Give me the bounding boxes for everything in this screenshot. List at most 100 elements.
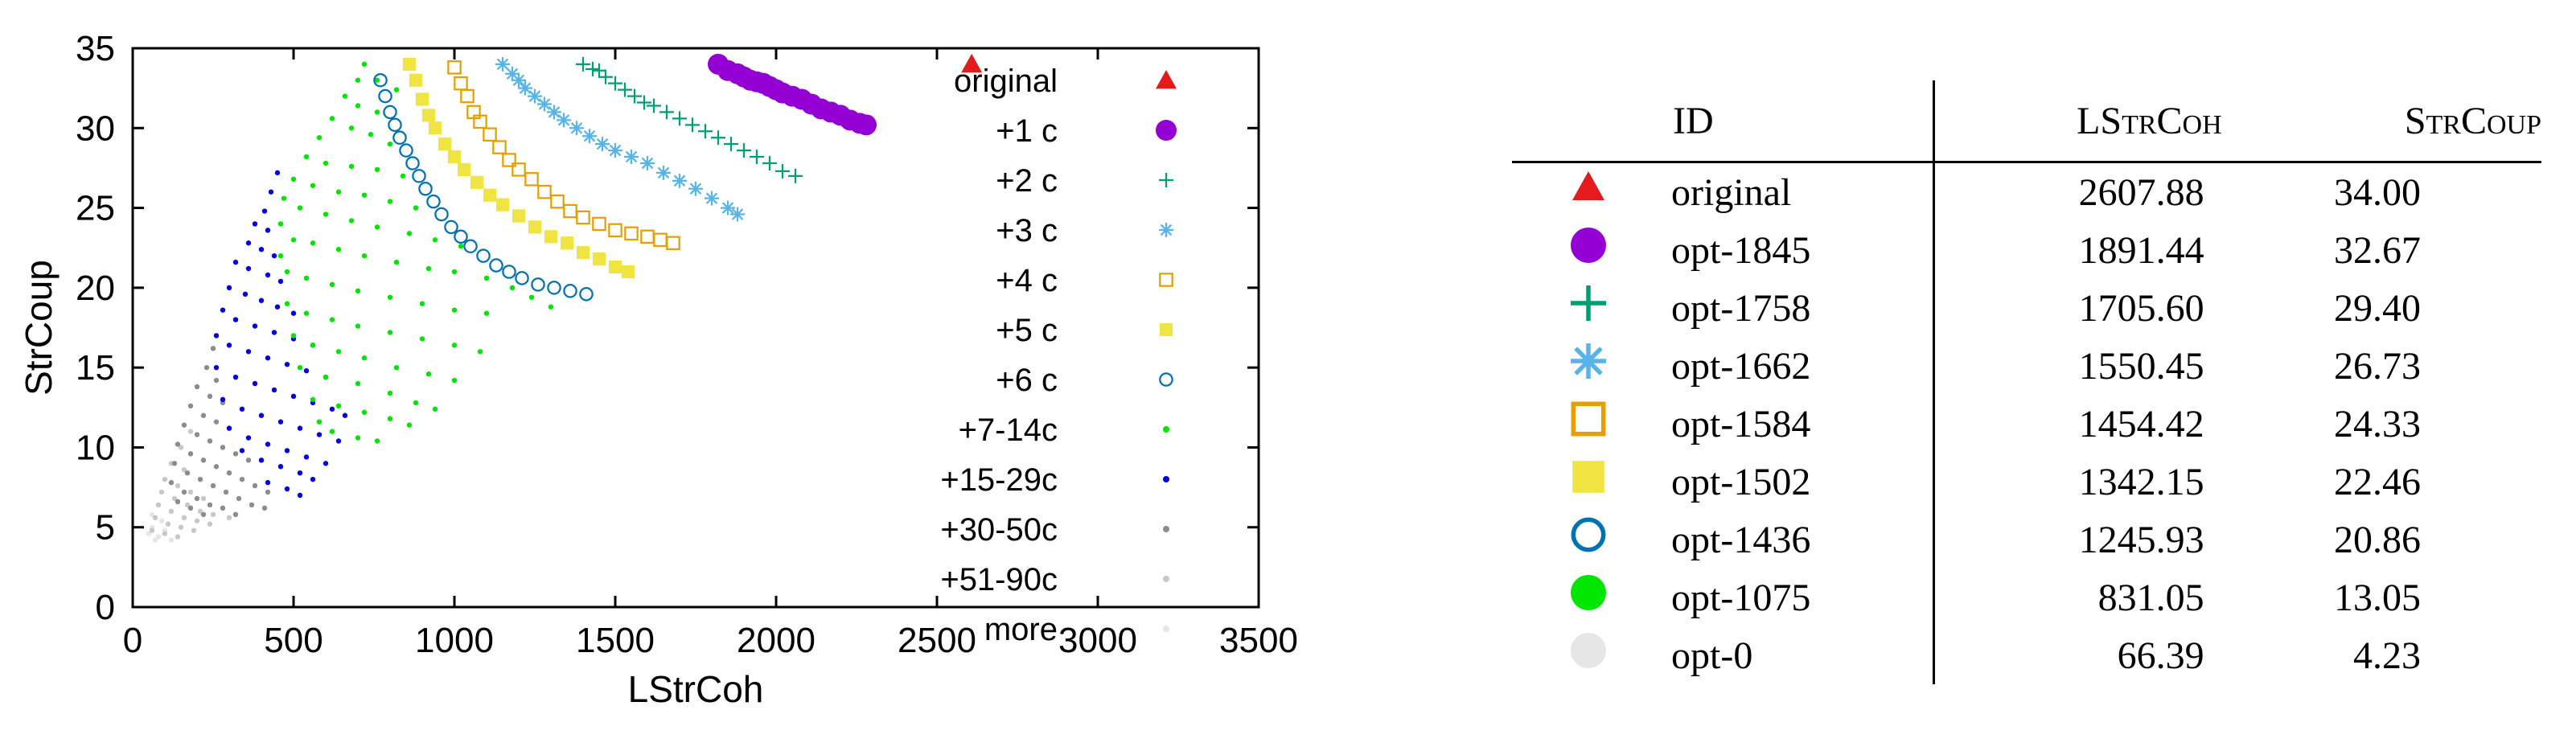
data-point (329, 317, 335, 322)
data-point (421, 109, 436, 122)
data-point (547, 105, 561, 120)
row-lstrcoh: 66.39 (2117, 634, 2204, 677)
legend-marker (1163, 426, 1169, 433)
data-point (550, 194, 565, 209)
data-point (730, 207, 745, 222)
data-point (239, 476, 245, 482)
data-point (387, 141, 393, 147)
data-point (434, 207, 449, 222)
data-point (258, 412, 265, 418)
row-lstrcoh: 831.05 (2097, 576, 2204, 619)
row-id-cell: opt-0 (1512, 626, 1936, 684)
data-point (329, 116, 335, 121)
data-point (187, 489, 194, 495)
data-point (518, 80, 532, 96)
marker-shape (1572, 171, 1604, 200)
data-point (406, 422, 413, 428)
data-point (277, 252, 284, 259)
series--6-c (373, 72, 594, 302)
data-point (388, 117, 402, 133)
row-marker-icon (1512, 163, 1665, 221)
data-point (373, 72, 388, 88)
data-point (232, 317, 239, 322)
data-point (316, 419, 323, 425)
data-point (194, 432, 200, 437)
data-point (374, 166, 380, 173)
legend-label: +3 c (996, 213, 1058, 248)
series--1-c (708, 53, 877, 136)
row-id-cell: opt-1436 (1512, 511, 1936, 568)
data-point (582, 129, 597, 144)
marker-shape (1572, 461, 1604, 493)
data-point (454, 229, 468, 244)
data-point (277, 464, 284, 470)
data-point (672, 111, 687, 126)
data-point (361, 61, 368, 68)
data-point (207, 521, 213, 527)
data-point (419, 301, 425, 306)
data-point (171, 461, 178, 466)
y-tick-label: 20 (76, 269, 115, 308)
x-tick-label: 3500 (1219, 621, 1298, 660)
row-lstrcoh: 1705.60 (2078, 286, 2204, 330)
data-point (265, 228, 271, 233)
data-point (721, 200, 735, 215)
data-point (290, 176, 297, 183)
data-point (432, 237, 438, 243)
legend-marker (1159, 173, 1173, 187)
row-marker-icon (1512, 337, 1665, 395)
data-point (387, 199, 393, 204)
data-point (197, 476, 203, 482)
data-point (483, 275, 490, 281)
data-point (284, 486, 290, 492)
data-point (210, 511, 216, 518)
data-point (274, 304, 281, 310)
data-point (460, 88, 475, 104)
data-point (184, 470, 191, 476)
data-point (181, 515, 187, 520)
data-point (856, 114, 877, 136)
legend-marker (1163, 476, 1169, 482)
data-point (277, 419, 284, 425)
data-point (399, 143, 413, 158)
data-point (226, 285, 232, 291)
data-point (297, 425, 303, 431)
data-point (181, 467, 187, 473)
data-point (355, 77, 361, 83)
row-strcoup: 4.23 (2353, 634, 2421, 677)
y-tick-label: 25 (76, 189, 115, 228)
data-point (361, 192, 368, 198)
data-point (512, 72, 526, 88)
data-point (685, 117, 700, 133)
legend-label: +2 c (996, 163, 1058, 199)
data-point (284, 361, 290, 367)
header-id: ID (1512, 80, 1936, 163)
table-row: opt-1502 1342.15 22.46 (1512, 453, 2541, 511)
data-point (489, 258, 503, 273)
data-point (200, 511, 207, 518)
row-strcoup: 26.73 (2334, 344, 2421, 388)
data-point (477, 349, 483, 355)
data-point (175, 482, 181, 489)
row-id-cell: opt-1075 (1512, 568, 1936, 626)
data-point (146, 531, 152, 536)
row-strcoup: 24.33 (2334, 402, 2421, 445)
row-id-cell: opt-1845 (1512, 221, 1936, 279)
row-id: opt-1075 (1671, 576, 1811, 619)
table-row: original 2607.88 34.00 (1512, 162, 2541, 221)
data-point (608, 76, 622, 91)
data-point (361, 409, 368, 415)
data-point (297, 364, 303, 371)
data-point (290, 237, 297, 243)
data-point (310, 343, 316, 348)
data-point (284, 448, 290, 454)
data-point (426, 194, 441, 209)
data-point (576, 246, 590, 260)
data-point (406, 231, 413, 236)
data-point (563, 203, 577, 219)
data-point (492, 140, 507, 154)
series--30-50c (168, 346, 271, 518)
data-point (624, 226, 639, 241)
data-point (627, 88, 642, 104)
data-point (239, 406, 245, 412)
